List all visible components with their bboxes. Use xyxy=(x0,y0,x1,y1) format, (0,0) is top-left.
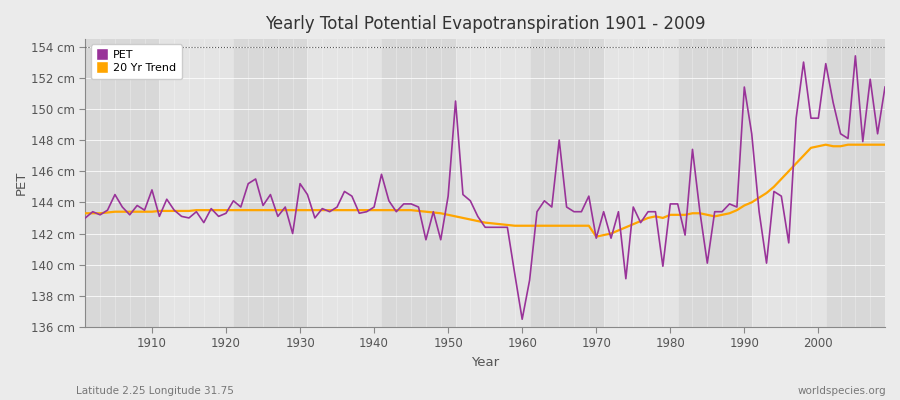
Legend: PET, 20 Yr Trend: PET, 20 Yr Trend xyxy=(91,44,182,79)
Bar xyxy=(604,39,678,327)
Bar xyxy=(86,39,159,327)
Title: Yearly Total Potential Evapotranspiration 1901 - 2009: Yearly Total Potential Evapotranspiratio… xyxy=(265,15,706,33)
Text: worldspecies.org: worldspecies.org xyxy=(798,386,886,396)
Bar xyxy=(308,39,382,327)
Bar xyxy=(826,39,893,327)
Bar xyxy=(752,39,826,327)
Bar xyxy=(159,39,233,327)
Bar xyxy=(678,39,752,327)
Bar xyxy=(455,39,529,327)
Text: Latitude 2.25 Longitude 31.75: Latitude 2.25 Longitude 31.75 xyxy=(76,386,234,396)
X-axis label: Year: Year xyxy=(471,356,500,369)
Bar xyxy=(233,39,308,327)
Y-axis label: PET: PET xyxy=(15,171,28,195)
Bar xyxy=(529,39,604,327)
Bar xyxy=(382,39,455,327)
